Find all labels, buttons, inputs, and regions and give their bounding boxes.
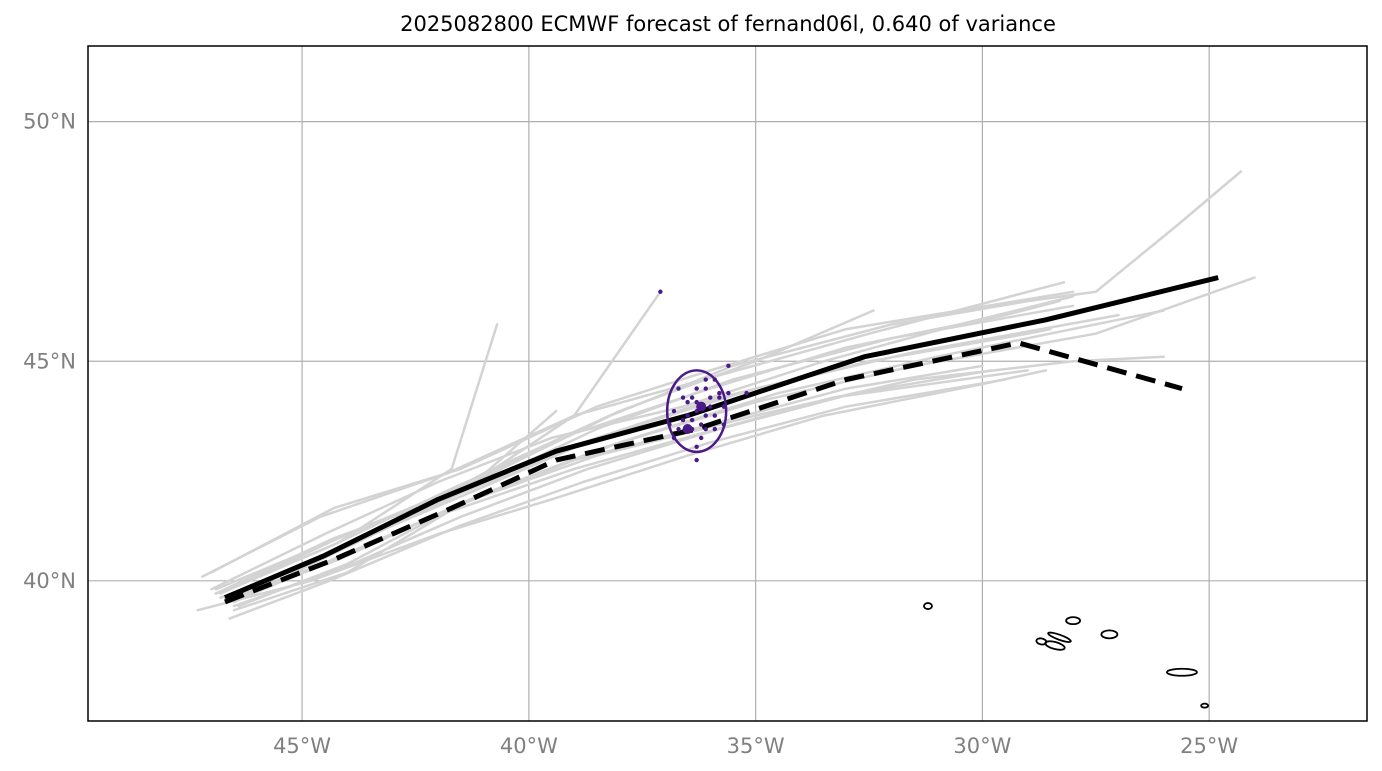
- y-tick-label: 50°N: [23, 110, 76, 134]
- ensemble-point: [726, 363, 731, 369]
- ensemble-point: [712, 426, 718, 432]
- ensemble-point: [703, 413, 708, 418]
- ensemble-point: [717, 395, 722, 400]
- ensemble-point: [694, 457, 699, 463]
- tick-labels: 45°W 40°W 35°W 30°W 25°W 40°N 45°N 50°N: [23, 110, 1238, 758]
- ensemble-point: [676, 426, 681, 432]
- ensemble-point: [694, 386, 699, 391]
- ensemble-point: [726, 390, 731, 396]
- ensemble-point: [658, 289, 663, 294]
- island-pico: [1044, 640, 1066, 651]
- ensemble-point: [680, 395, 686, 400]
- ensemble-point: [689, 395, 695, 400]
- ensemble-point: [721, 422, 727, 427]
- ensemble-point: [671, 435, 677, 441]
- x-tick-label: 35°W: [727, 734, 785, 758]
- plot-area: [196, 170, 1256, 709]
- ensemble-point: [698, 422, 704, 427]
- island-sao-jorge: [1047, 631, 1072, 643]
- ensemble-point: [698, 435, 704, 441]
- ensemble-positions: [658, 289, 749, 463]
- ensemble-track: [219, 327, 1052, 599]
- ensemble-mean-track-group: [224, 275, 1219, 601]
- ensemble-track: [228, 378, 1007, 620]
- y-tick-label: 45°N: [23, 349, 76, 373]
- ensemble-point: [703, 377, 708, 382]
- ensemble-point: [689, 417, 695, 423]
- ensemble-track: [232, 369, 993, 608]
- ensemble-point: [717, 390, 722, 396]
- ensemble-point: [703, 386, 708, 391]
- ensemble-point: [703, 426, 708, 432]
- x-tick-label: 40°W: [500, 734, 558, 758]
- y-tick-label: 40°N: [23, 569, 76, 593]
- island-santa-maria: [1200, 702, 1210, 709]
- ensemble-point: [744, 390, 749, 396]
- ensemble-point: [694, 444, 699, 450]
- ensemble-point: [712, 377, 718, 382]
- ensemble-point: [671, 408, 677, 414]
- ensemble-track: [232, 369, 1029, 612]
- deterministic-track: [224, 340, 1183, 605]
- ensemble-track: [223, 313, 1120, 599]
- island-graciosa: [1065, 616, 1082, 626]
- coastlines: [923, 602, 1210, 709]
- ensemble-point-centroid: [696, 401, 707, 412]
- ensemble-track: [237, 355, 1166, 608]
- chart-title: 2025082800 ECMWF forecast of fernand06l,…: [400, 12, 1056, 36]
- ensemble-track: [210, 290, 1075, 574]
- ensemble-track: [219, 323, 499, 595]
- x-tick-label: 25°W: [1180, 734, 1238, 758]
- ensemble-point: [676, 386, 681, 391]
- uncertainty-ellipse: [665, 369, 728, 454]
- map-frame: [87, 45, 1368, 722]
- island-sao-miguel: [1166, 667, 1198, 677]
- ensemble-mean-track: [224, 275, 1219, 601]
- x-tick-label: 45°W: [273, 734, 331, 758]
- x-tick-label: 30°W: [953, 734, 1011, 758]
- island-flores-corvo: [923, 602, 933, 610]
- ensemble-point: [685, 413, 690, 418]
- ensemble-point: [708, 395, 713, 400]
- ensemble-tracks: [196, 170, 1256, 620]
- island-terceira: [1100, 629, 1119, 640]
- ensemble-point: [680, 417, 686, 423]
- ensemble-point: [712, 413, 718, 418]
- deterministic-track-group: [224, 340, 1183, 605]
- ensemble-point: [685, 399, 690, 405]
- ensemble-track: [210, 295, 1075, 591]
- ensemble-point: [667, 422, 672, 427]
- ensemble-point: [721, 404, 727, 409]
- ensemble-point-centroid: [682, 424, 693, 435]
- ensemble-point: [708, 404, 713, 409]
